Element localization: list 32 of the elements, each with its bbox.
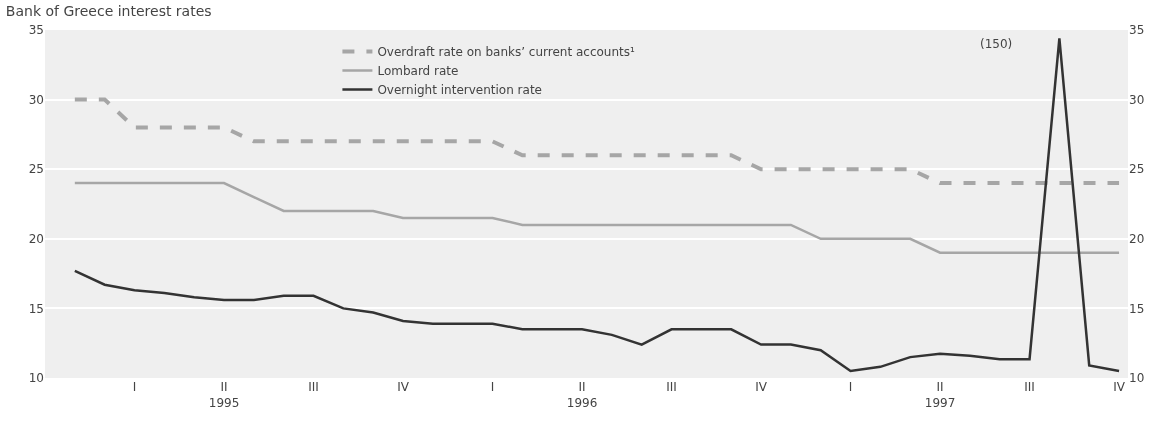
x-tick-label: III — [1024, 380, 1035, 394]
x-tick-label: III — [666, 380, 677, 394]
x-tick-label: IV — [1113, 380, 1126, 394]
y-tick-label: 35 — [28, 23, 44, 38]
y2-tick-label: 35 — [1129, 23, 1145, 38]
y-tick-label: 10 — [28, 371, 44, 386]
chart-title: Bank of Greece interest rates — [5, 3, 212, 20]
y2-tick-label: 10 — [1129, 371, 1145, 386]
annotation: (150) — [980, 37, 1013, 51]
legend-label: Overdraft rate on banks’ current accounts¹ — [377, 45, 636, 60]
line-series — [72, 97, 1122, 186]
x-tick-label: I — [848, 380, 853, 394]
y-tick-label: 20 — [28, 232, 44, 246]
y2-tick-label: 25 — [1129, 162, 1145, 177]
legend-label: Overnight intervention rate — [377, 83, 542, 98]
x-tick-label: IV — [755, 380, 768, 394]
y-tick-label: 25 — [28, 162, 44, 177]
x-tick-label: II 1995 — [208, 380, 240, 410]
y2-tick-label: 15 — [1129, 301, 1145, 316]
x-tick-label: II 1997 — [924, 380, 956, 410]
legend-label: Lombard rate — [377, 64, 459, 79]
line-series — [73, 181, 1121, 254]
line-series — [73, 37, 1121, 373]
x-tick-label: III — [308, 380, 319, 394]
x-tick-label: I — [490, 380, 495, 394]
y-tick-label: 30 — [28, 92, 44, 107]
y-tick-label: 15 — [28, 301, 44, 316]
y2-tick-label: 30 — [1129, 92, 1145, 107]
y2-tick-label: 20 — [1129, 232, 1145, 246]
x-tick-label: I — [132, 380, 137, 394]
x-tick-label: IV — [397, 380, 410, 394]
x-tick-label: II 1996 — [566, 380, 598, 410]
